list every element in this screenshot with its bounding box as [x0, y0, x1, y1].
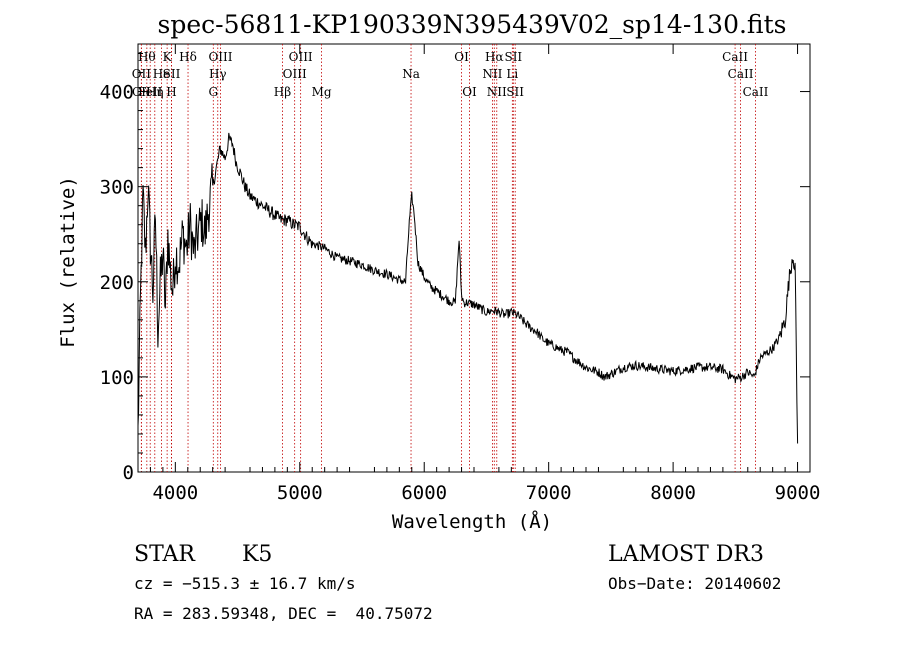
line-label-5: He	[153, 67, 171, 81]
x-tick-label-5: 9000	[775, 482, 821, 504]
line-label-12: G	[208, 85, 218, 99]
line-label-28: CaII	[743, 85, 769, 99]
line-label-6: K	[163, 50, 173, 64]
line-label-19: OI	[462, 85, 477, 99]
y-tick-label-0: 0	[123, 462, 134, 484]
line-label-2: Hθ	[138, 50, 156, 64]
y-axis-label: Flux (relative)	[57, 176, 79, 348]
line-label-14: OIII	[283, 67, 307, 81]
line-label-9: Hδ	[179, 50, 197, 64]
line-label-17: Na	[402, 67, 420, 81]
obs-date: Obs−Date: 20140602	[608, 574, 781, 593]
line-label-18: OI	[454, 50, 469, 64]
y-tick-label-4: 400	[100, 82, 134, 104]
x-tick-label-3: 7000	[526, 482, 572, 504]
emission-line-markers	[140, 44, 756, 472]
object-subclass: K5	[242, 542, 272, 567]
line-label-11: Hγ	[209, 67, 227, 81]
line-label-3: FeII	[138, 85, 163, 99]
spectrum-line	[137, 132, 799, 444]
line-label-20: Hα	[485, 50, 504, 64]
line-label-23: SII	[504, 50, 522, 64]
line-label-26: CaII	[722, 50, 748, 64]
line-label-13: Hβ	[274, 85, 291, 99]
redshift-info: cz = −515.3 ± 16.7 km/s	[134, 574, 356, 593]
x-axis-label: Wavelength (Å)	[392, 510, 552, 533]
line-label-4: Hη	[146, 85, 164, 99]
x-axis-ticks: 4000 5000 6000 7000 8000 9000	[149, 44, 821, 504]
x-tick-label-1: 5000	[277, 482, 323, 504]
line-label-25: SII	[506, 85, 524, 99]
line-label-22: NII	[487, 85, 507, 99]
line-label-21: NII	[482, 67, 502, 81]
x-tick-label-0: 4000	[152, 482, 198, 504]
y-tick-label-3: 300	[100, 177, 134, 199]
y-tick-label-1: 100	[100, 367, 134, 389]
y-axis-ticks: 0 100 200 300 400	[100, 53, 810, 484]
y-tick-label-2: 200	[100, 272, 134, 294]
line-label-27: CaII	[728, 67, 754, 81]
line-label-0: OII	[132, 67, 152, 81]
x-tick-label-2: 6000	[401, 482, 447, 504]
line-label-7: SII	[163, 67, 181, 81]
plot-frame	[137, 43, 811, 473]
line-label-24: Li	[506, 67, 518, 81]
chart-title: spec-56811-KP190339N395439V02_sp14-130.f…	[158, 10, 787, 39]
object-class: STAR	[134, 542, 196, 567]
line-label-16: Mg	[312, 85, 332, 99]
ra-dec: RA = 283.59348, DEC = 40.75072	[134, 604, 433, 623]
survey-name: LAMOST DR3	[608, 542, 764, 567]
x-tick-label-4: 8000	[650, 482, 696, 504]
line-label-8: H	[166, 85, 176, 99]
line-label-10: OIII	[208, 50, 232, 64]
line-label-15: OIII	[289, 50, 313, 64]
